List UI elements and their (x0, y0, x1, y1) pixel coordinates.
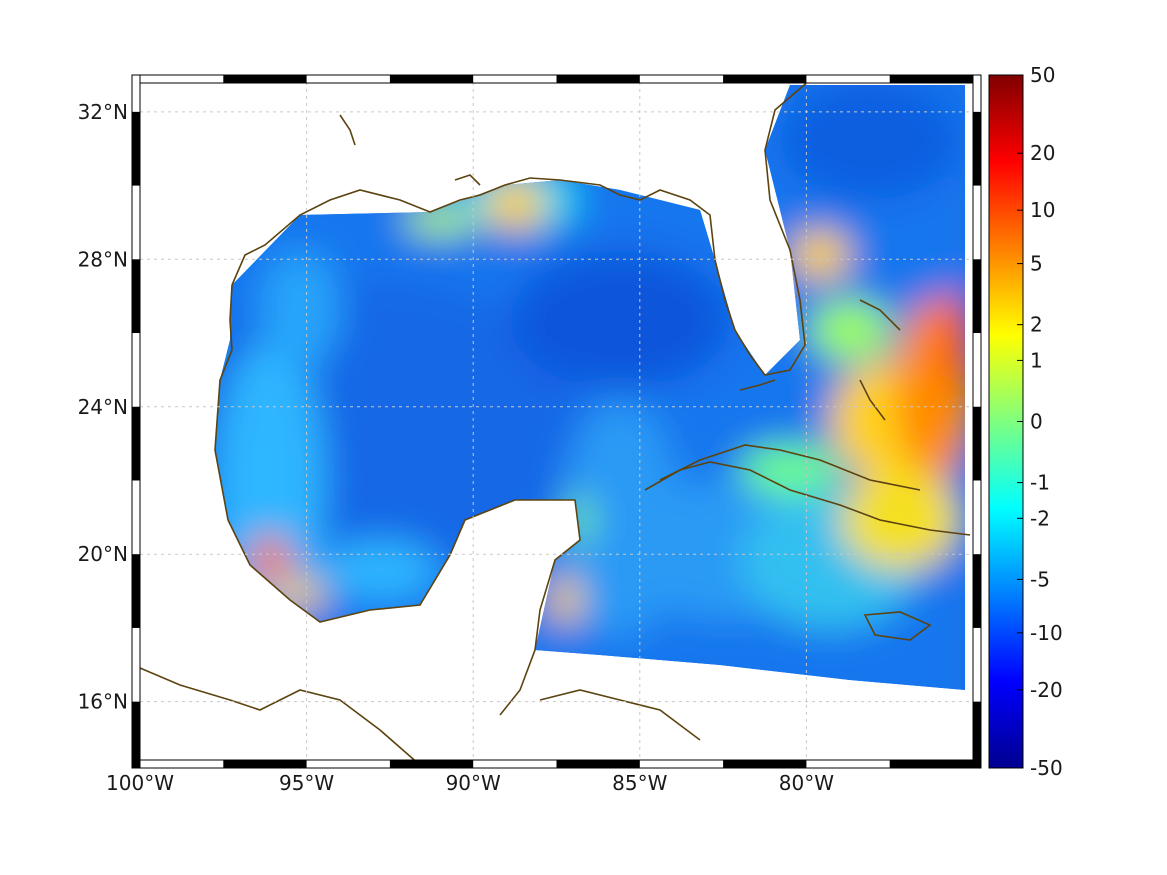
gridlines (140, 75, 973, 768)
frame-right-seg (973, 554, 981, 628)
map-frame (131, 74, 982, 769)
frame-bottom-seg (889, 760, 973, 768)
frame-top-seg (556, 75, 640, 83)
frame-left-seg (132, 554, 140, 628)
x-tick-label: 80°W (779, 771, 834, 795)
x-tick-label: 90°W (446, 771, 501, 795)
y-tick-label: 28°N (78, 247, 128, 271)
colorbar-tick-label: 1 (1030, 348, 1043, 372)
frame-right-seg (973, 406, 981, 481)
frame-left-seg (132, 111, 140, 186)
coastline (140, 79, 971, 766)
colorbar-tick-label: -1 (1030, 471, 1050, 495)
frame-bottom-seg (723, 760, 807, 768)
x-tick-label: 85°W (612, 771, 667, 795)
frame-bottom-seg (556, 760, 640, 768)
frame-right-seg (973, 701, 981, 768)
colorbar-tick-label: -10 (1030, 621, 1063, 645)
frame-bottom-seg (223, 760, 307, 768)
x-tick-labels: 100°W 95°W 90°W 85°W 80°W (106, 771, 834, 795)
colorbar-tick-label: 2 (1030, 313, 1043, 337)
colorbar-tick-label: 20 (1030, 141, 1055, 165)
y-tick-label: 32°N (78, 100, 128, 124)
x-tick-label: 100°W (106, 771, 174, 795)
colorbar-tick-label: 5 (1030, 252, 1043, 276)
frame-right-seg (973, 259, 981, 334)
colorbar-tick-label: -20 (1030, 678, 1063, 702)
colorbar-tick-label: -2 (1030, 506, 1050, 530)
frame-top-seg (389, 75, 474, 83)
y-tick-labels: 32°N 28°N 24°N 20°N 16°N (78, 100, 128, 714)
frame-top-seg (889, 75, 973, 83)
x-tick-label: 95°W (279, 771, 334, 795)
colorbar-tick-label: 0 (1030, 410, 1043, 434)
colorbar-tick-label: -50 (1030, 756, 1063, 780)
ocean-field (215, 85, 965, 690)
colorbar-tick-label: -5 (1030, 567, 1050, 591)
frame-right-seg (973, 111, 981, 186)
frame-left-seg (132, 701, 140, 768)
y-tick-label: 16°N (78, 690, 128, 714)
y-tick-label: 20°N (78, 542, 128, 566)
colorbar-tick-label: 50 (1030, 63, 1055, 87)
colorbar-tick-label: 10 (1030, 198, 1055, 222)
frame-top-seg (723, 75, 807, 83)
frame-left-seg (132, 406, 140, 481)
frame-top-seg (223, 75, 307, 83)
frame-bottom-seg (389, 760, 474, 768)
frame-left-seg (132, 259, 140, 334)
y-tick-label: 24°N (78, 395, 128, 419)
